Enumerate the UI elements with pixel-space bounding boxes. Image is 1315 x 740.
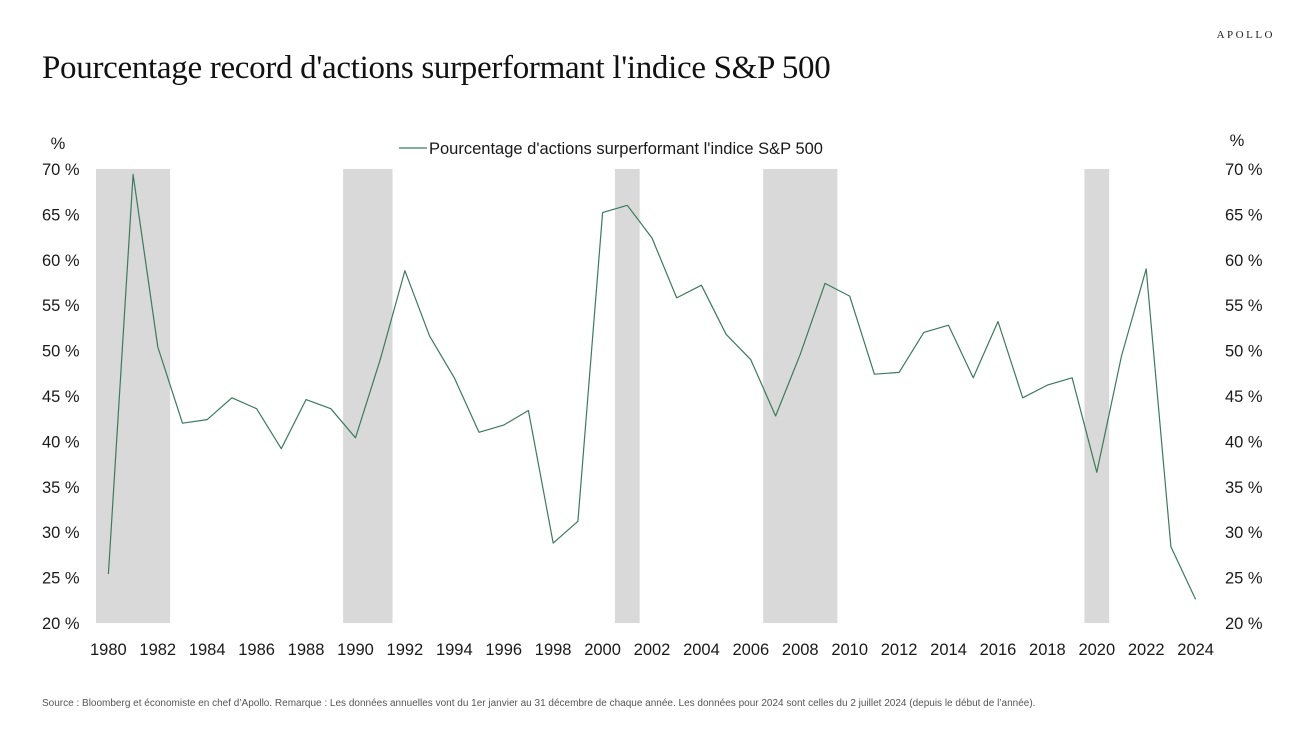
y-tick-right: 60 % <box>1225 252 1263 270</box>
y-tick-right: 35 % <box>1225 479 1263 497</box>
recession-band-3 <box>763 169 838 623</box>
y-tick-right: 50 % <box>1225 343 1263 361</box>
x-tick: 1986 <box>238 641 275 659</box>
source-note: Source : Bloomberg et économiste en chef… <box>42 698 1036 709</box>
y-tick-right: 40 % <box>1225 433 1263 451</box>
x-tick: 2020 <box>1078 641 1115 659</box>
y-tick-left: 60 % <box>42 252 80 270</box>
y-tick-left: 70 % <box>42 161 80 179</box>
x-tick: 2024 <box>1177 641 1214 659</box>
x-tick: 2022 <box>1128 641 1165 659</box>
y-tick-right: 55 % <box>1225 297 1263 315</box>
x-tick: 1982 <box>139 641 176 659</box>
recession-band-2 <box>614 169 640 623</box>
x-tick: 2014 <box>930 641 967 659</box>
y-tick-right: 45 % <box>1225 388 1263 406</box>
x-tick: 1996 <box>485 641 522 659</box>
y-tick-left: 65 % <box>42 206 80 224</box>
x-tick: 2010 <box>831 641 868 659</box>
x-tick: 1992 <box>387 641 424 659</box>
recession-band-1 <box>343 169 393 623</box>
y-axis-left: 20 % 25 % 30 % 35 % 40 % 45 % 50 % 55 % 60 % 65 %… <box>42 161 80 633</box>
y-tick-right: 30 % <box>1225 524 1263 542</box>
x-tick: 2002 <box>634 641 671 659</box>
x-tick: 1984 <box>189 641 226 659</box>
brand-logo: APOLLO <box>1216 29 1275 41</box>
recession-band-0 <box>96 169 171 623</box>
y-axis-right: 20 % 25 % 30 % 35 % 40 % 45 % 50 % 55 % 60 % 65 %… <box>1225 161 1263 633</box>
y-tick-left: 25 % <box>42 570 80 588</box>
y-tick-left: 20 % <box>42 615 80 633</box>
x-tick: 2004 <box>683 641 720 659</box>
y-tick-left: 45 % <box>42 388 80 406</box>
x-tick: 2018 <box>1029 641 1066 659</box>
y-tick-right: 70 % <box>1225 161 1263 179</box>
page-title: Pourcentage record d'actions surperforma… <box>42 50 831 86</box>
y-axis-right-unit: % <box>1230 132 1245 150</box>
x-tick: 1988 <box>288 641 325 659</box>
y-tick-left: 50 % <box>42 343 80 361</box>
x-tick: 2016 <box>980 641 1017 659</box>
y-tick-left: 35 % <box>42 479 80 497</box>
legend-label: Pourcentage d'actions surperformant l'in… <box>429 140 823 158</box>
y-tick-right: 20 % <box>1225 615 1263 633</box>
y-tick-right: 25 % <box>1225 570 1263 588</box>
y-tick-right: 65 % <box>1225 206 1263 224</box>
x-tick: 1980 <box>90 641 127 659</box>
x-tick: 2006 <box>732 641 769 659</box>
series-line-0 <box>107 173 1197 600</box>
series-group <box>107 173 1197 600</box>
recession-band-4 <box>1084 169 1110 623</box>
y-tick-left: 30 % <box>42 524 80 542</box>
recession-bands <box>96 169 1110 623</box>
x-tick: 1990 <box>337 641 374 659</box>
x-tick: 2000 <box>584 641 621 659</box>
y-tick-left: 55 % <box>42 297 80 315</box>
x-tick: 1994 <box>436 641 473 659</box>
y-tick-left: 40 % <box>42 433 80 451</box>
x-tick: 2008 <box>782 641 819 659</box>
legend: Pourcentage d'actions surperformant l'in… <box>399 140 823 158</box>
x-axis: 1980 1982 1984 1986 1988 1990 1992 1994 1996 1998… <box>90 641 1214 659</box>
x-tick: 2012 <box>881 641 918 659</box>
y-axis-left-unit: % <box>51 135 66 153</box>
x-tick: 1998 <box>535 641 572 659</box>
